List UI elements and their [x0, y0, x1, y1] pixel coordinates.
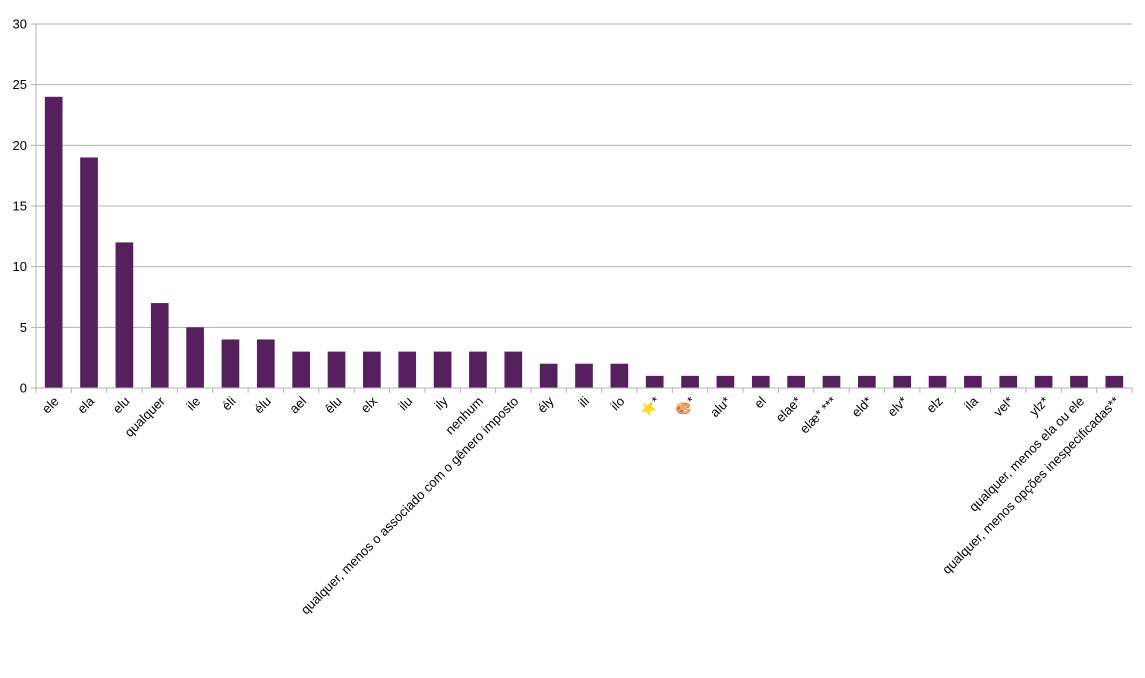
- bar: [787, 375, 805, 388]
- x-tick-label: ile: [183, 394, 203, 414]
- x-tick-label: 🎨*: [672, 393, 698, 419]
- bar-series: [44, 96, 1124, 389]
- bar: [858, 375, 876, 388]
- bar: [716, 375, 735, 388]
- y-tick-label: 15: [13, 199, 27, 214]
- x-tick-label: elæ* ***: [797, 394, 840, 437]
- y-tick-label: 10: [13, 259, 27, 274]
- bar: [433, 351, 452, 388]
- bar: [539, 363, 558, 388]
- bar: [893, 375, 912, 388]
- x-tick-label: ily: [431, 393, 451, 413]
- bar: [115, 242, 134, 388]
- bar: [610, 363, 629, 388]
- bar: [504, 351, 523, 388]
- x-tick-label: qualquer: [121, 393, 168, 440]
- bar: [681, 375, 699, 388]
- bar: [1105, 375, 1124, 388]
- y-axis-ticks: 0 5 10 15 20 25 30: [13, 17, 36, 396]
- bar: [44, 96, 63, 389]
- bar: [469, 351, 487, 388]
- bar: [221, 339, 240, 388]
- bar: [398, 351, 417, 388]
- x-tick-label: ael: [286, 393, 309, 416]
- x-tick-label: ele: [39, 394, 62, 417]
- x-tick-label: alu*: [707, 394, 733, 420]
- y-tick-label: 5: [20, 320, 27, 335]
- bar: [186, 327, 204, 388]
- gridlines: [36, 23, 1132, 389]
- x-tick-label: qualquer, menos o associado com o gênero…: [298, 394, 522, 618]
- bar: [928, 375, 947, 388]
- bar: [363, 351, 381, 388]
- bar: [751, 375, 770, 388]
- x-tick-label: êlu: [322, 394, 345, 417]
- x-tick-label: elz: [923, 394, 945, 416]
- bar: [964, 375, 982, 388]
- x-tick-label: elae*: [773, 394, 805, 426]
- x-tick-label: el: [751, 393, 769, 411]
- x-tick-label: elv*: [884, 394, 910, 420]
- x-tick-label: ili: [575, 393, 592, 410]
- x-tick-label: ⭐*: [637, 394, 663, 420]
- x-tick-label: qualquer, menos opções inespecificadas**: [939, 394, 1122, 577]
- x-tick-label: vel*: [990, 394, 1016, 420]
- bar: [256, 339, 275, 388]
- x-tick-label: eld*: [848, 394, 874, 420]
- y-tick-label: 25: [13, 77, 27, 92]
- bar: [1070, 375, 1088, 388]
- bar: [80, 157, 98, 388]
- y-tick-label: 20: [13, 138, 27, 153]
- bar: [645, 375, 664, 388]
- bar: [575, 363, 593, 388]
- bar: [999, 375, 1018, 388]
- bar: [1034, 375, 1053, 388]
- bar: [822, 375, 841, 388]
- x-tick-label: ila: [961, 393, 981, 413]
- x-tick-label: ély: [534, 393, 557, 416]
- x-tick-label: elx: [358, 393, 381, 416]
- y-tick-label: 0: [20, 381, 27, 396]
- y-tick-label: 30: [13, 17, 27, 32]
- x-tick-label: élu: [251, 394, 274, 417]
- x-tick-label: ilu: [396, 394, 416, 414]
- x-tick-label: elu: [110, 394, 133, 417]
- bar: [327, 351, 346, 388]
- x-tick-label: ela: [74, 393, 97, 416]
- bar: [150, 303, 169, 388]
- x-tick-label: ylz*: [1026, 394, 1051, 419]
- x-tick-label: ilo: [608, 394, 628, 414]
- x-tick-label: éli: [219, 393, 239, 413]
- bar: [292, 351, 310, 388]
